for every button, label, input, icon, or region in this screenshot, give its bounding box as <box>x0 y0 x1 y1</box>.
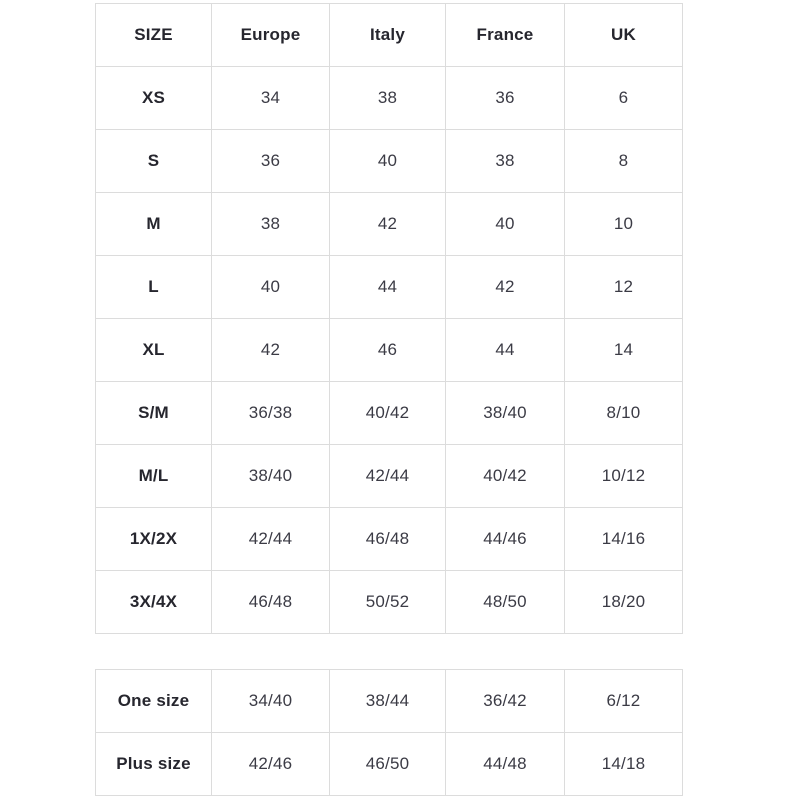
size-cell: 36 <box>211 129 330 193</box>
size-cell: 42 <box>445 255 565 319</box>
size-cell: 42 <box>329 192 446 256</box>
header-cell-europe: Europe <box>211 3 330 67</box>
size-cell: 14/16 <box>564 507 683 571</box>
special-size-table: One size 34/40 38/44 36/42 6/12 Plus siz… <box>95 669 683 796</box>
size-cell: 6 <box>564 66 683 130</box>
row-label: L <box>95 255 212 319</box>
table-row-s-m: S/M 36/38 40/42 38/40 8/10 <box>95 381 683 445</box>
size-cell: 42/46 <box>211 732 330 796</box>
size-cell: 38 <box>445 129 565 193</box>
size-cell: 34 <box>211 66 330 130</box>
row-label: 3X/4X <box>95 570 212 634</box>
size-cell: 42/44 <box>211 507 330 571</box>
size-cell: 8/10 <box>564 381 683 445</box>
row-label: 1X/2X <box>95 507 212 571</box>
size-cell: 40 <box>329 129 446 193</box>
row-label: One size <box>95 669 212 733</box>
size-cell: 40/42 <box>329 381 446 445</box>
size-cell: 40/42 <box>445 444 565 508</box>
size-conversion-table: SIZE Europe Italy France UK XS 34 38 36 … <box>95 3 683 634</box>
table-row-plus-size: Plus size 42/46 46/50 44/48 14/18 <box>95 732 683 796</box>
size-cell: 42 <box>211 318 330 382</box>
row-label: XL <box>95 318 212 382</box>
table-row-1x-2x: 1X/2X 42/44 46/48 44/46 14/16 <box>95 507 683 571</box>
size-cell: 38 <box>211 192 330 256</box>
size-cell: 14/18 <box>564 732 683 796</box>
table-row-3x-4x: 3X/4X 46/48 50/52 48/50 18/20 <box>95 570 683 634</box>
size-cell: 46/48 <box>211 570 330 634</box>
size-cell: 44 <box>445 318 565 382</box>
size-cell: 8 <box>564 129 683 193</box>
row-label: S/M <box>95 381 212 445</box>
table-row-xs: XS 34 38 36 6 <box>95 66 683 130</box>
size-cell: 40 <box>211 255 330 319</box>
size-cell: 6/12 <box>564 669 683 733</box>
table-row-one-size: One size 34/40 38/44 36/42 6/12 <box>95 669 683 733</box>
size-cell: 10 <box>564 192 683 256</box>
table-row-m-l: M/L 38/40 42/44 40/42 10/12 <box>95 444 683 508</box>
size-cell: 46 <box>329 318 446 382</box>
header-cell-size: SIZE <box>95 3 212 67</box>
table-row-m: M 38 42 40 10 <box>95 192 683 256</box>
size-cell: 10/12 <box>564 444 683 508</box>
header-cell-italy: Italy <box>329 3 446 67</box>
size-conversion-page: SIZE Europe Italy France UK XS 34 38 36 … <box>95 3 683 796</box>
size-cell: 34/40 <box>211 669 330 733</box>
table-row-l: L 40 44 42 12 <box>95 255 683 319</box>
table-row-s: S 36 40 38 8 <box>95 129 683 193</box>
size-table-header-row: SIZE Europe Italy France UK <box>95 3 683 67</box>
row-label: Plus size <box>95 732 212 796</box>
table-row-xl: XL 42 46 44 14 <box>95 318 683 382</box>
row-label: S <box>95 129 212 193</box>
size-cell: 18/20 <box>564 570 683 634</box>
size-cell: 44/48 <box>445 732 565 796</box>
size-cell: 36/38 <box>211 381 330 445</box>
size-cell: 48/50 <box>445 570 565 634</box>
size-cell: 50/52 <box>329 570 446 634</box>
size-cell: 44/46 <box>445 507 565 571</box>
size-cell: 12 <box>564 255 683 319</box>
row-label: M <box>95 192 212 256</box>
row-label: XS <box>95 66 212 130</box>
size-cell: 38 <box>329 66 446 130</box>
row-label: M/L <box>95 444 212 508</box>
size-cell: 36/42 <box>445 669 565 733</box>
size-cell: 40 <box>445 192 565 256</box>
size-cell: 38/40 <box>211 444 330 508</box>
size-cell: 14 <box>564 318 683 382</box>
size-cell: 38/40 <box>445 381 565 445</box>
size-cell: 38/44 <box>329 669 446 733</box>
size-cell: 36 <box>445 66 565 130</box>
header-cell-uk: UK <box>564 3 683 67</box>
header-cell-france: France <box>445 3 565 67</box>
size-cell: 46/50 <box>329 732 446 796</box>
size-cell: 46/48 <box>329 507 446 571</box>
size-cell: 44 <box>329 255 446 319</box>
size-cell: 42/44 <box>329 444 446 508</box>
